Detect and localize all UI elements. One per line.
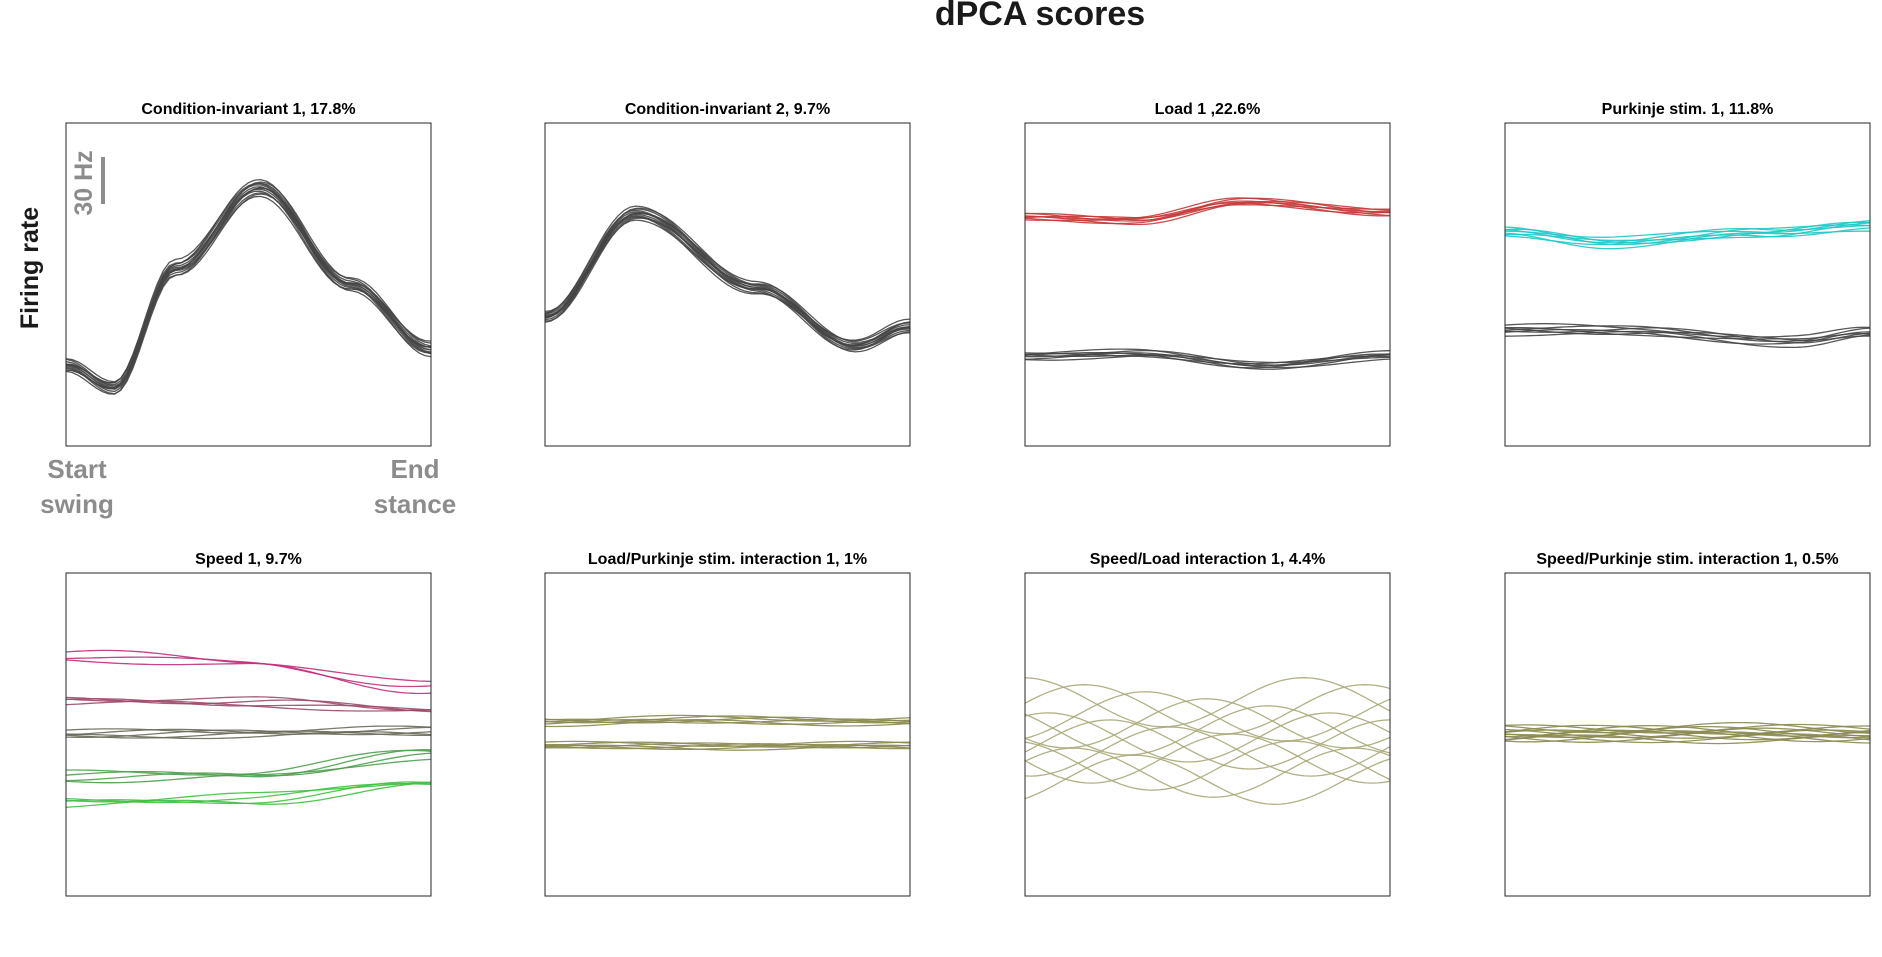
series-line (1024, 754, 1391, 805)
series-line (65, 186, 432, 395)
series-line (1024, 200, 1391, 221)
axes-box (65, 122, 432, 447)
series-line (65, 656, 432, 688)
scale-bar-label: 30 Hz (70, 150, 98, 215)
series-line (1024, 677, 1391, 728)
series-line (65, 781, 432, 803)
series-line (1504, 323, 1871, 338)
series-line (65, 729, 432, 738)
series-line (1024, 352, 1391, 369)
series-line (1504, 723, 1871, 734)
series-line (1024, 733, 1391, 784)
axes-box (65, 572, 432, 897)
x-start-label-line2: swing (40, 489, 114, 519)
series-line (65, 726, 432, 736)
series-line (65, 187, 432, 395)
series-line (544, 718, 911, 724)
series-line (65, 184, 432, 390)
panel-7: Speed/Load interaction 1, 4.4% (1024, 551, 1391, 897)
series-line (544, 715, 911, 724)
series-line (65, 190, 432, 390)
panel-3: Load 1 ,22.6% (1024, 101, 1391, 447)
series-line (1504, 326, 1871, 340)
series-line (1504, 227, 1871, 246)
series-line (544, 208, 911, 346)
panel-title: Speed 1, 9.7% (195, 551, 302, 568)
series-line (65, 178, 432, 389)
series-line (1504, 327, 1870, 342)
series-line (544, 744, 911, 751)
series-line (544, 714, 911, 723)
series-line (1504, 330, 1871, 349)
panel-5: Speed 1, 9.7% (65, 551, 432, 897)
panel-4: Purkinje stim. 1, 11.8% (1504, 101, 1871, 447)
series-line (1024, 712, 1391, 763)
series-line (544, 719, 911, 728)
panel-title: Purkinje stim. 1, 11.8% (1602, 101, 1774, 118)
series-line (1504, 224, 1871, 246)
axes-box (1504, 572, 1871, 897)
series-line (1505, 724, 1871, 738)
x-end-label-line2: stance (374, 489, 456, 519)
panel-2: Condition-invariant 2, 9.7% (544, 101, 911, 447)
panel-8: Speed/Purkinje stim. interaction 1, 0.5% (1504, 551, 1871, 897)
series-line (65, 187, 432, 389)
series-line (544, 207, 911, 346)
series-line (65, 188, 432, 384)
series-line (544, 740, 911, 747)
panel-6: Load/Purkinje stim. interaction 1, 1% (544, 551, 911, 897)
series-line (65, 725, 432, 734)
series-line (1504, 721, 1871, 734)
axes-box (544, 122, 911, 447)
series-line (1024, 684, 1391, 735)
panel-title: Load 1 ,22.6% (1155, 101, 1261, 118)
series-line (65, 193, 432, 390)
series-line (1024, 349, 1391, 366)
series-line (65, 749, 432, 776)
panel-1: Condition-invariant 1, 17.8% (65, 101, 432, 447)
series-line (1504, 325, 1871, 343)
figure-title: dPCA scores (935, 0, 1145, 33)
panels: Condition-invariant 1, 17.8% Condition-in… (65, 101, 1871, 897)
scale-bar: 30 Hz (70, 150, 105, 216)
series-line (1024, 747, 1391, 798)
series-line (1024, 719, 1391, 770)
series-line (1024, 348, 1391, 367)
series-line (65, 696, 432, 711)
axes-box (1024, 572, 1391, 897)
axes-box (1024, 122, 1391, 447)
series-line (1024, 740, 1391, 791)
series-line (1024, 202, 1391, 222)
x-end-label-line1: End (390, 454, 439, 484)
series-line (1024, 698, 1391, 749)
series-line (65, 182, 432, 393)
x-start-label-line1: Start (47, 454, 107, 484)
series-line (545, 742, 911, 749)
series-line (65, 192, 432, 386)
y-axis-label: Firing rate (16, 207, 44, 329)
series-line (1504, 327, 1871, 344)
series-line (1504, 727, 1871, 739)
series-line (1024, 726, 1391, 777)
series-line (65, 752, 432, 782)
axes-box (544, 572, 911, 897)
series-line (65, 749, 432, 778)
panel-title: Speed/Purkinje stim. interaction 1, 0.5% (1536, 551, 1838, 568)
series-line (65, 649, 432, 683)
panel-title: Load/Purkinje stim. interaction 1, 1% (588, 551, 867, 568)
series-line (65, 187, 432, 383)
series-line (544, 205, 911, 341)
series-line (65, 181, 432, 387)
axes-box (1504, 122, 1871, 447)
series-line (1504, 730, 1871, 743)
panel-title: Condition-invariant 1, 17.8% (141, 101, 355, 118)
series-line (1024, 197, 1391, 220)
series-line (1024, 691, 1391, 742)
series-line (1504, 220, 1871, 238)
series-line (65, 182, 432, 384)
panel-title: Speed/Load interaction 1, 4.4% (1090, 551, 1326, 568)
panel-title: Condition-invariant 2, 9.7% (625, 101, 830, 118)
